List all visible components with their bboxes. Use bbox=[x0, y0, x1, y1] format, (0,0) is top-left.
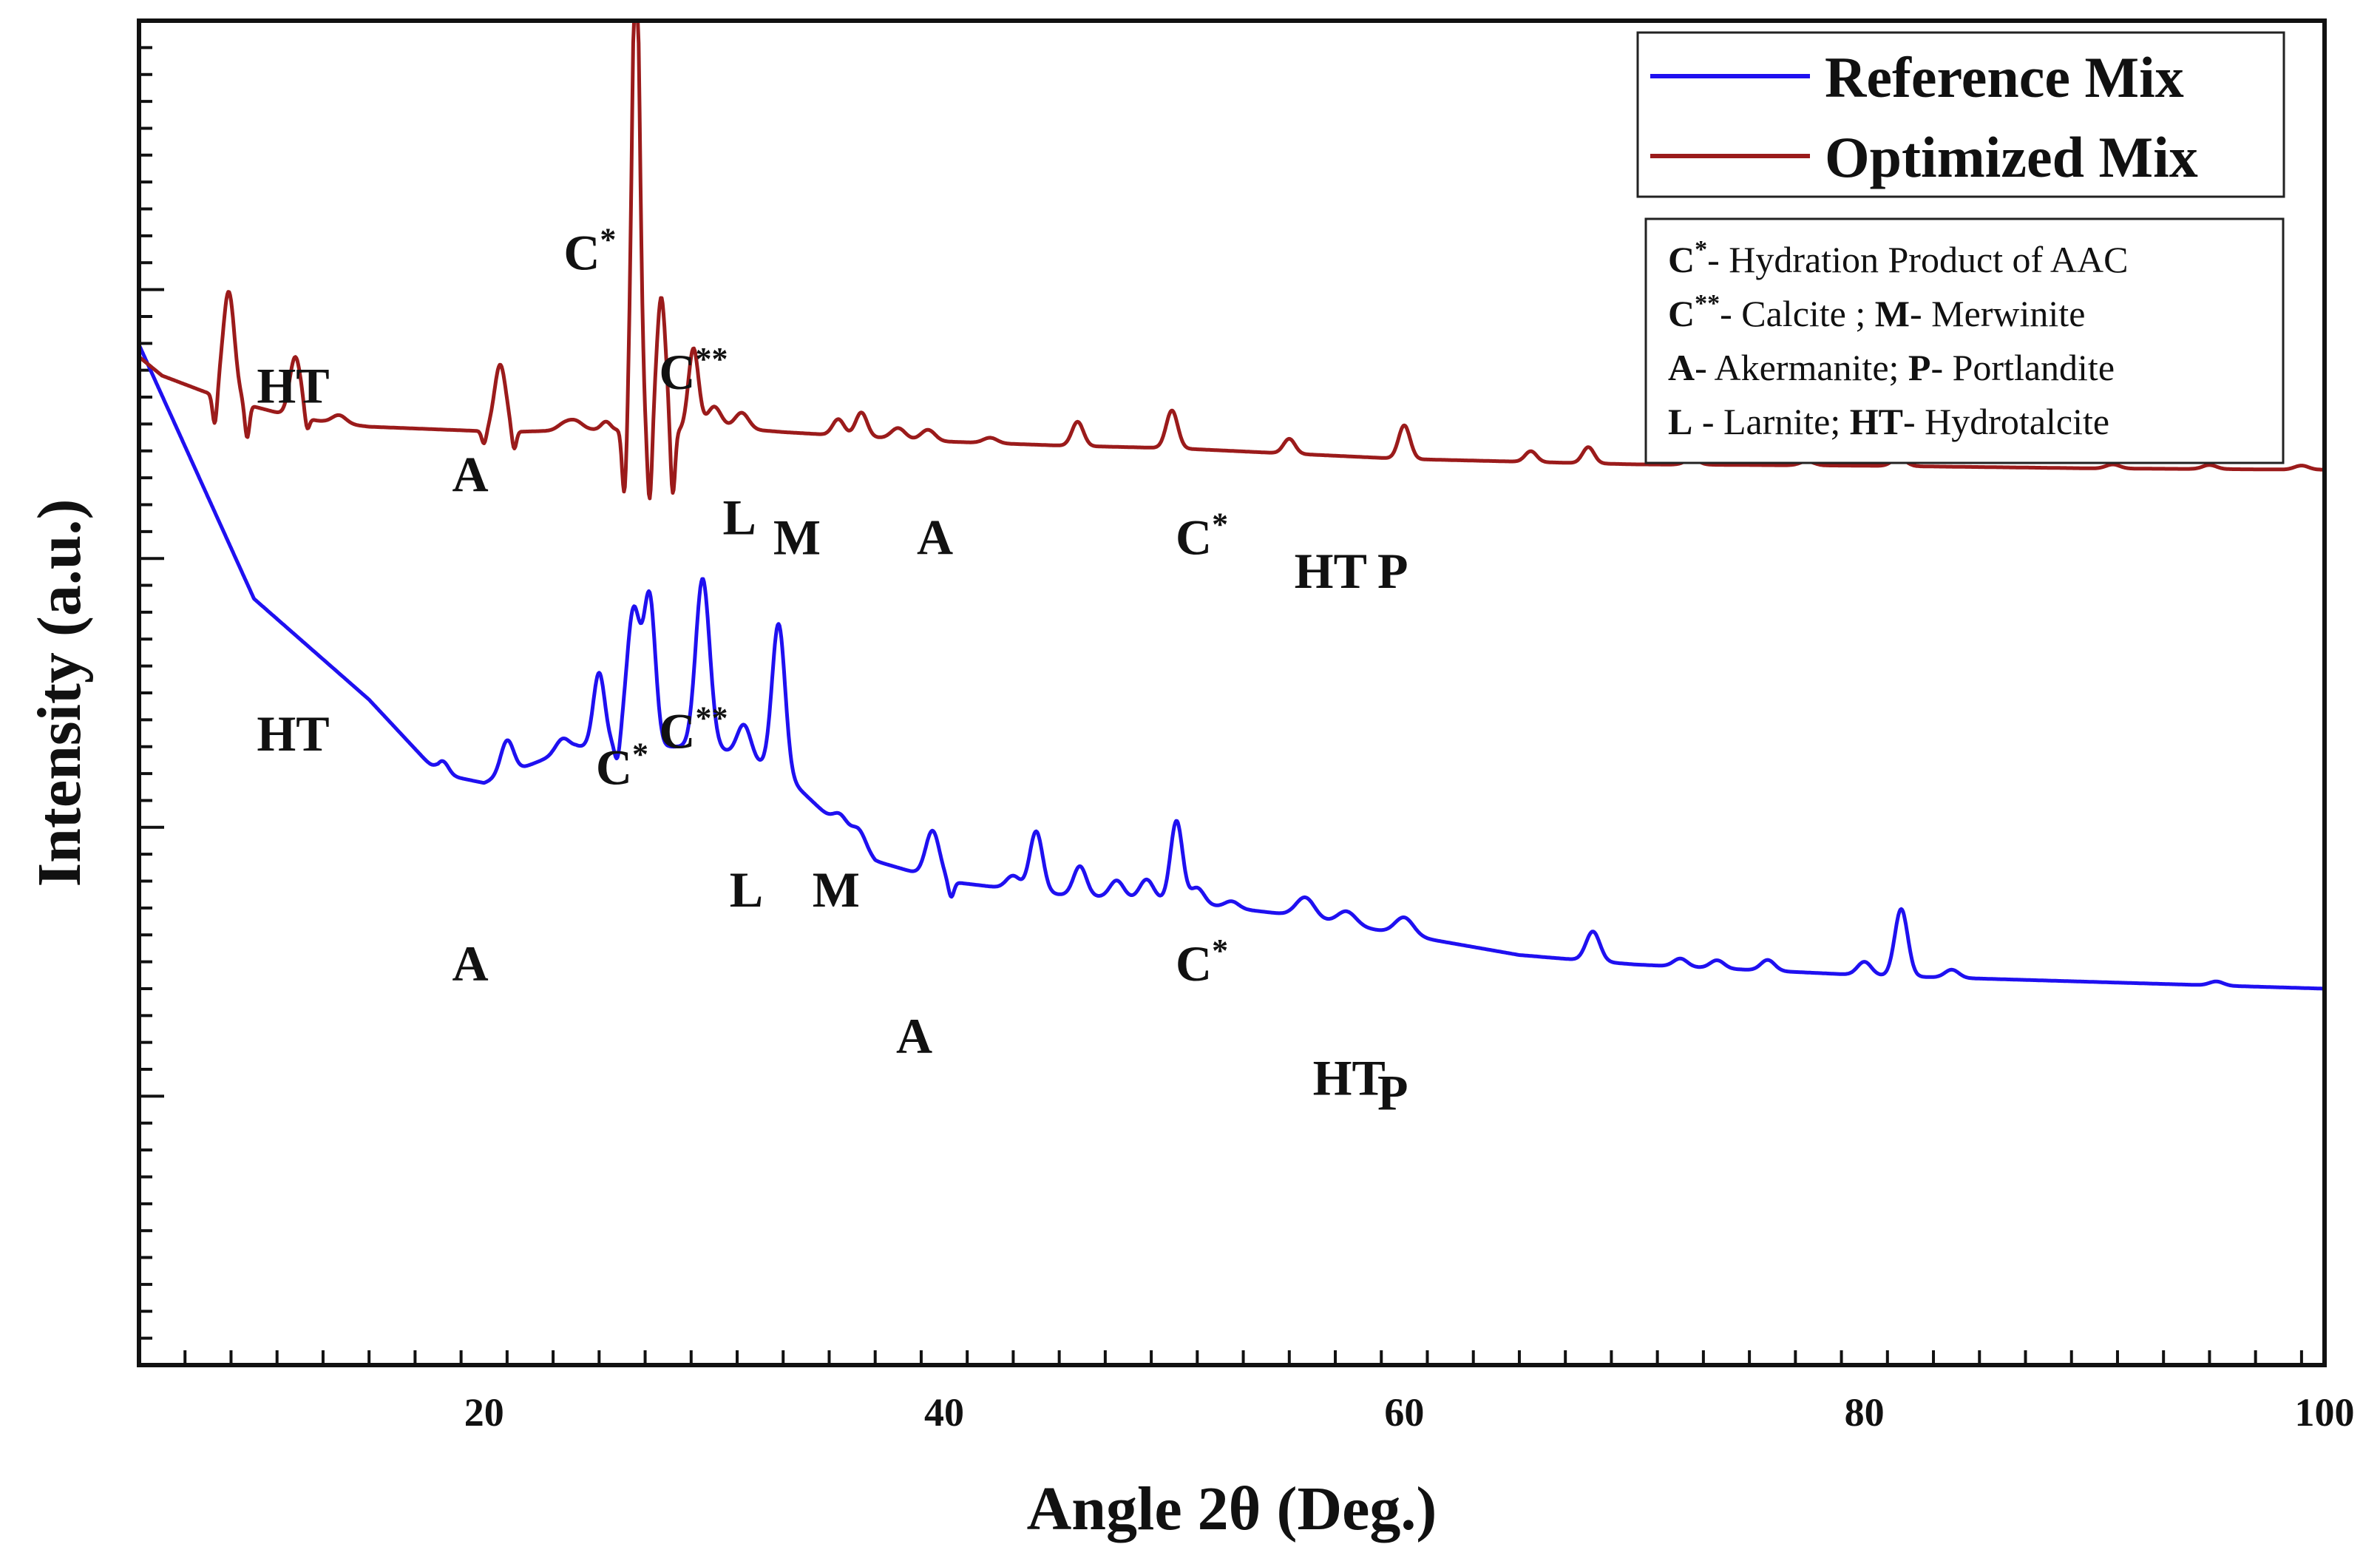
peak-label: C** bbox=[659, 700, 728, 759]
legend-label-reference: Reference Mix bbox=[1825, 45, 2184, 109]
phase-key-code: P bbox=[1908, 347, 1931, 388]
legend-box bbox=[1636, 31, 2285, 198]
peak-label: HT bbox=[257, 357, 329, 413]
plot-frame bbox=[137, 18, 2327, 1367]
peak-label: C* bbox=[596, 737, 648, 796]
phase-key-desc: - Hydrotalcite bbox=[1903, 401, 2109, 442]
x-tick-label: 20 bbox=[464, 1390, 504, 1435]
peak-label: C* bbox=[563, 221, 616, 280]
peak-label: L bbox=[722, 489, 756, 545]
peak-label: HT bbox=[1295, 543, 1367, 599]
phase-key-desc: - Portlandite bbox=[1930, 347, 2115, 388]
peak-label: C* bbox=[1176, 507, 1228, 566]
peak-label: P bbox=[1377, 543, 1408, 599]
phase-key-sup: * bbox=[1695, 236, 1707, 263]
x-tick-label: 60 bbox=[1384, 1390, 1424, 1435]
optimized-mix-line bbox=[138, 18, 2326, 501]
peak-label: HT bbox=[1313, 1050, 1386, 1106]
peak-label: A bbox=[917, 510, 953, 566]
phase-key-line-1: C*- Hydration Product of AAC bbox=[1668, 236, 2129, 280]
peak-label: HT bbox=[257, 705, 329, 762]
series-layer bbox=[137, 18, 2326, 991]
phase-key-line-2: C**- Calcite ; M- Merwinite bbox=[1668, 290, 2085, 334]
peak-label: M bbox=[773, 510, 821, 566]
phase-key-desc: - Akermanite; bbox=[1695, 347, 1908, 388]
x-tick-label: 80 bbox=[1845, 1390, 1885, 1435]
peak-label: M bbox=[813, 861, 860, 918]
phase-key-code: M bbox=[1875, 293, 1910, 334]
peak-label: C** bbox=[659, 341, 728, 400]
phase-key-line-3: A- Akermanite; P- Portlandite bbox=[1668, 347, 2115, 388]
phase-key-code: A bbox=[1668, 347, 1695, 388]
legend: Reference Mix Optimized Mix bbox=[1636, 31, 2285, 198]
phase-key-code: HT bbox=[1850, 401, 1903, 442]
peak-label: A bbox=[452, 935, 489, 992]
y-axis-title: Intensity (a.u.) bbox=[25, 498, 94, 887]
legend-label-optimized: Optimized Mix bbox=[1825, 125, 2198, 189]
phase-key: C*- Hydration Product of AAC C**- Calcit… bbox=[1644, 217, 2285, 464]
x-tick-label: 100 bbox=[2295, 1390, 2355, 1435]
phase-key-desc: - Calcite ; bbox=[1720, 293, 1875, 334]
phase-key-desc: - Hydration Product of AAC bbox=[1707, 239, 2128, 280]
phase-key-desc: - Larnite; bbox=[1692, 401, 1849, 442]
peak-label: C* bbox=[1176, 932, 1228, 992]
peak-label: A bbox=[896, 1008, 932, 1064]
x-axis-title: Angle 2θ (Deg.) bbox=[1027, 1475, 1437, 1543]
phase-key-box bbox=[1644, 217, 2285, 464]
phase-key-sup: ** bbox=[1695, 290, 1720, 317]
phase-key-code: C bbox=[1668, 293, 1695, 334]
phase-key-code: C bbox=[1668, 239, 1695, 280]
peak-label: L bbox=[730, 861, 763, 918]
x-tick-label: 40 bbox=[924, 1390, 964, 1435]
phase-key-code: L bbox=[1668, 401, 1692, 442]
peak-label: P bbox=[1377, 1065, 1408, 1121]
phase-key-line-4: L - Larnite; HT- Hydrotalcite bbox=[1668, 401, 2109, 442]
phase-key-desc: - Merwinite bbox=[1910, 293, 2085, 334]
reference-mix-line bbox=[137, 344, 2326, 991]
peak-label: A bbox=[452, 446, 489, 502]
